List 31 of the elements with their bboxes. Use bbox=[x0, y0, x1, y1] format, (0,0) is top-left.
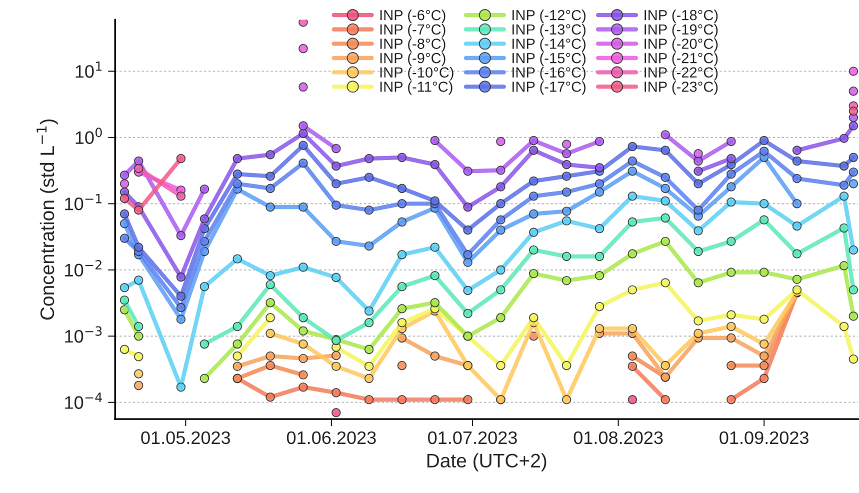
legend-label: INP (-16°C) bbox=[512, 66, 586, 80]
x-tick-label: 01.09.2023 bbox=[720, 431, 808, 444]
legend-label: INP (-6°C) bbox=[380, 10, 446, 24]
y-tick-label: 10$^{0}$ bbox=[76, 128, 102, 144]
x-tick-label: 01.06.2023 bbox=[286, 431, 376, 444]
legend-label: INP (-12°C) bbox=[512, 10, 586, 24]
legend-label: INP (-8°C) bbox=[380, 38, 446, 52]
y-tick-label: 10$^{−3}$ bbox=[65, 326, 102, 343]
x-axis-title: Date (UTC+2) bbox=[427, 453, 546, 472]
legend-label: INP (-23°C) bbox=[644, 81, 718, 95]
legend-label: INP (-13°C) bbox=[512, 24, 586, 38]
legend-label: INP (-9°C) bbox=[380, 52, 446, 66]
legend-label: INP (-10°C) bbox=[380, 66, 454, 80]
legend-label: INP (-19°C) bbox=[644, 24, 718, 38]
y-tick-label: 10$^{1}$ bbox=[76, 62, 102, 78]
y-tick-label: 10$^{−1}$ bbox=[65, 194, 102, 210]
legend-label: INP (-22°C) bbox=[644, 66, 718, 80]
legend-label: INP (-20°C) bbox=[644, 38, 718, 52]
legend-label: INP (-15°C) bbox=[512, 52, 586, 66]
x-tick-label: 01.07.2023 bbox=[428, 431, 517, 444]
legend-label: INP (-17°C) bbox=[512, 81, 586, 95]
x-tick-label: 01.08.2023 bbox=[574, 431, 663, 444]
y-tick-label: 10$^{−4}$ bbox=[65, 392, 102, 409]
legend-label: INP (-11°C) bbox=[380, 81, 452, 95]
legend-label: INP (-18°C) bbox=[644, 10, 718, 24]
y-tick-label: 10$^{−2}$ bbox=[65, 260, 102, 277]
y-axis-title: Concentration (std L$^{−1}$) bbox=[36, 119, 58, 320]
legend-label: INP (-7°C) bbox=[380, 24, 446, 38]
x-tick-label: 01.05.2023 bbox=[141, 431, 230, 444]
legend-label: INP (-21°C) bbox=[644, 52, 718, 66]
legend-label: INP (-14°C) bbox=[512, 38, 586, 52]
